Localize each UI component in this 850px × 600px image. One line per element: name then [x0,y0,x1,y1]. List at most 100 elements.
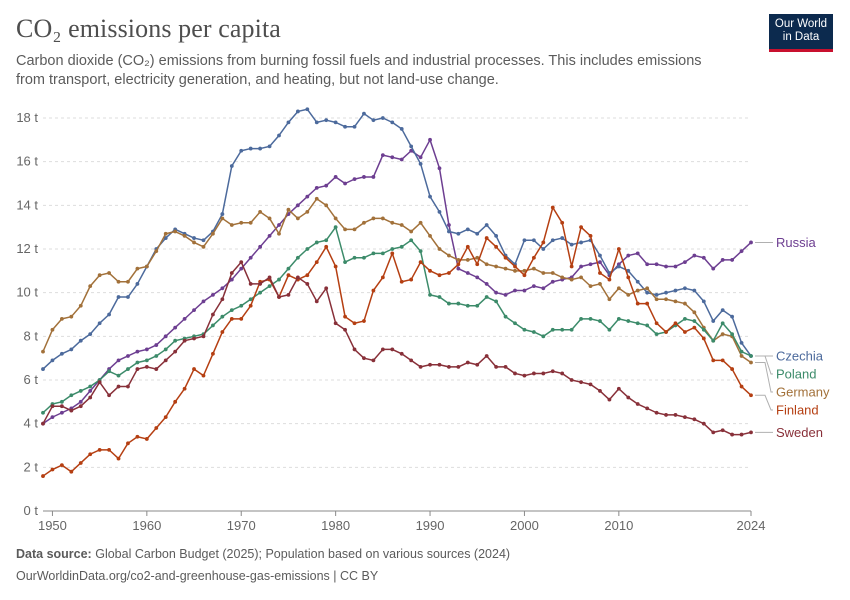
data-point[interactable] [503,266,508,271]
data-point[interactable] [201,299,206,304]
data-point[interactable] [78,461,83,465]
data-point[interactable] [295,275,300,280]
data-point[interactable] [456,365,461,369]
data-point[interactable] [248,303,253,308]
data-point[interactable] [59,399,64,404]
data-point[interactable] [277,223,281,227]
data-point[interactable] [380,275,385,280]
data-point[interactable] [418,260,423,264]
data-point[interactable] [456,266,461,271]
data-point[interactable] [343,260,347,264]
data-point[interactable] [390,120,395,125]
data-point[interactable] [654,332,659,337]
data-point[interactable] [126,354,130,358]
data-point[interactable] [654,297,659,302]
data-point[interactable] [447,253,451,258]
data-point[interactable] [447,271,451,275]
data-point[interactable] [352,227,357,232]
data-point[interactable] [607,397,612,402]
data-point[interactable] [362,356,366,361]
data-point[interactable] [720,358,725,363]
series-line[interactable] [42,261,752,436]
data-point[interactable] [343,327,347,332]
data-point[interactable] [522,273,527,278]
data-point[interactable] [144,365,149,369]
data-point[interactable] [569,242,574,247]
data-point[interactable] [456,231,461,236]
data-point[interactable] [664,297,668,302]
data-point[interactable] [399,351,404,356]
data-point[interactable] [333,120,338,125]
data-point[interactable] [107,393,111,398]
data-point[interactable] [428,292,432,297]
data-point[interactable] [399,244,404,249]
series-line[interactable] [42,206,752,477]
data-point[interactable] [579,264,583,269]
data-point[interactable] [598,389,602,393]
data-point[interactable] [126,295,130,299]
data-point[interactable] [192,336,196,341]
legend-label-finland[interactable]: Finland [776,402,819,417]
data-point[interactable] [465,360,470,365]
data-point[interactable] [560,275,565,280]
series-sweden[interactable] [41,260,753,437]
data-point[interactable] [513,264,517,269]
data-point[interactable] [88,332,93,337]
data-point[interactable] [626,268,631,273]
data-point[interactable] [588,382,593,387]
data-point[interactable] [465,227,470,232]
data-point[interactable] [211,351,215,356]
data-point[interactable] [579,275,583,280]
data-point[interactable] [522,238,527,243]
legend-label-poland[interactable]: Poland [776,366,816,381]
data-point[interactable] [692,319,697,323]
data-point[interactable] [314,260,319,264]
data-point[interactable] [286,120,291,125]
data-point[interactable] [730,332,735,337]
data-point[interactable] [239,303,244,308]
data-point[interactable] [258,244,263,249]
series-line[interactable] [42,139,752,425]
data-point[interactable] [50,327,55,332]
series-russia[interactable] [41,137,753,426]
data-point[interactable] [749,354,753,358]
data-point[interactable] [352,177,357,182]
data-point[interactable] [569,327,574,332]
data-point[interactable] [135,349,140,354]
data-point[interactable] [305,282,310,286]
data-point[interactable] [635,251,640,256]
data-point[interactable] [352,321,357,326]
data-point[interactable] [144,437,149,441]
data-point[interactable] [220,216,225,221]
data-point[interactable] [163,415,168,420]
data-point[interactable] [211,312,215,317]
data-point[interactable] [616,386,621,391]
data-point[interactable] [343,227,347,232]
data-point[interactable] [201,238,206,243]
data-point[interactable] [626,253,631,258]
data-point[interactable] [730,432,735,437]
data-point[interactable] [739,340,744,345]
data-point[interactable] [107,369,111,374]
data-point[interactable] [654,410,659,415]
data-point[interactable] [418,155,423,160]
data-point[interactable] [456,301,461,306]
data-point[interactable] [503,292,508,297]
data-point[interactable] [154,367,159,371]
data-point[interactable] [692,288,697,293]
data-point[interactable] [88,395,93,400]
data-point[interactable] [352,347,357,352]
data-point[interactable] [673,264,678,269]
data-point[interactable] [654,292,659,297]
data-point[interactable] [390,220,395,225]
data-point[interactable] [579,380,583,385]
data-point[interactable] [579,225,583,230]
data-point[interactable] [739,249,744,254]
data-point[interactable] [437,247,442,251]
data-point[interactable] [673,299,678,304]
data-point[interactable] [588,262,593,267]
data-point[interactable] [116,358,121,363]
data-point[interactable] [541,371,546,376]
data-point[interactable] [494,299,499,304]
data-point[interactable] [343,181,347,186]
